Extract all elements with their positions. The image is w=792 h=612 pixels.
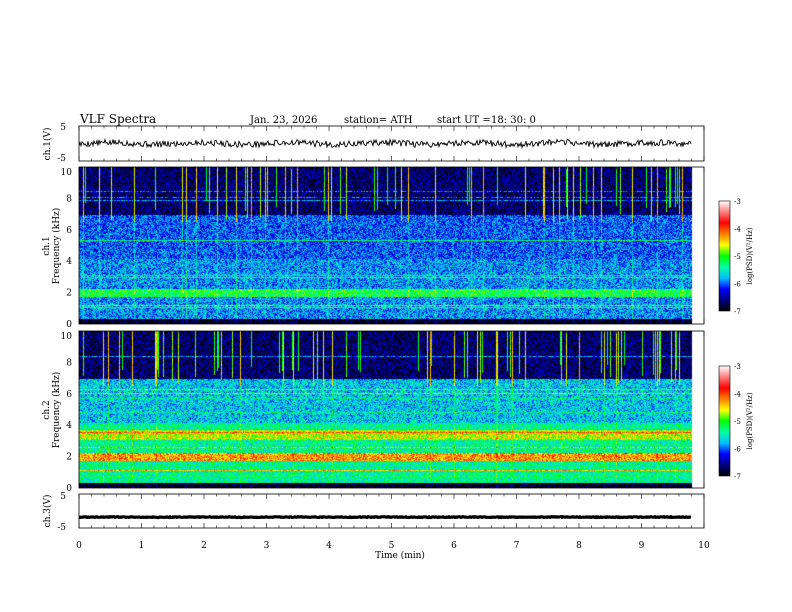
ch1-spectrogram-channel-label: ch.1 bbox=[42, 236, 52, 255]
ch2-spectrogram-area bbox=[79, 331, 704, 488]
ch2-colorbar: -3 -4 -5 -6 -7 log(PSD)(V²/Hz) bbox=[718, 363, 754, 481]
station-label: station= ATH bbox=[344, 115, 413, 126]
ch2-cb-tick-m4: -4 bbox=[734, 391, 741, 399]
ch2-colorbar-ticks: -3 -4 -5 -6 -7 bbox=[734, 363, 741, 481]
ch2-cb-tick-m7: -7 bbox=[734, 473, 741, 481]
x-axis-tick-labels: 0 1 2 3 4 5 6 7 8 9 10 bbox=[76, 541, 710, 551]
ch1-spectrogram-panel: 0 2 4 6 8 10 ch.1 Frequency (kHz) bbox=[42, 166, 705, 330]
ch1-ytick-top: 5 bbox=[60, 123, 66, 133]
xtick-0: 0 bbox=[76, 541, 82, 551]
ch1-ytick-0: 0 bbox=[66, 320, 72, 330]
ch2-ytick-2: 2 bbox=[66, 453, 72, 463]
ch2-frequency-ticks: 0 2 4 6 8 10 bbox=[61, 332, 73, 494]
ch3-ytick-top: 5 bbox=[60, 492, 66, 502]
ch3-waveform-ylabel: ch.3(V) bbox=[42, 495, 53, 528]
chart-title: VLF Spectra bbox=[79, 112, 156, 126]
ch1-cb-tick-m6: -6 bbox=[734, 281, 741, 289]
ch1-waveform-line bbox=[78, 137, 692, 150]
ch1-colorbar-gradient bbox=[718, 200, 731, 312]
ch1-colorbar-ticks: -3 -4 -5 -6 -7 bbox=[734, 198, 741, 316]
ch2-ytick-4: 4 bbox=[66, 421, 72, 431]
ch1-spectrogram-canvas bbox=[79, 167, 704, 324]
ch3-waveform-frame bbox=[78, 493, 705, 529]
ch1-waveform-ticks bbox=[78, 126, 705, 161]
xtick-3: 3 bbox=[264, 541, 270, 551]
xtick-4: 4 bbox=[326, 541, 332, 551]
ch2-colorbar-label: log(PSD)(V²/Hz) bbox=[746, 392, 754, 449]
ch3-ytick-bottom: -5 bbox=[57, 523, 66, 533]
date-label: Jan. 23, 2026 bbox=[249, 115, 317, 126]
ch1-cb-tick-m7: -7 bbox=[734, 308, 741, 316]
ch2-ytick-6: 6 bbox=[66, 390, 72, 400]
ch2-spectrogram-canvas bbox=[79, 331, 704, 488]
ch1-waveform-panel: 5 -5 ch.1(V) bbox=[42, 123, 705, 164]
ch2-cb-tick-m6: -6 bbox=[734, 446, 741, 454]
ch1-colorbar-label: log(PSD)(V²/Hz) bbox=[746, 227, 754, 284]
ch2-ytick-10: 10 bbox=[61, 332, 73, 342]
ch1-colorbar: -3 -4 -5 -6 -7 log(PSD)(V²/Hz) bbox=[718, 198, 754, 316]
ch3-waveform-panel: 5 -5 ch.3(V) bbox=[42, 492, 705, 533]
ch1-ytick-4: 4 bbox=[66, 257, 72, 267]
ch1-cb-tick-m3: -3 bbox=[734, 198, 741, 206]
ch1-frequency-ticks: 0 2 4 6 8 10 bbox=[61, 168, 73, 330]
start-label: start UT = bbox=[437, 115, 491, 126]
x-axis-label: Time (min) bbox=[375, 550, 425, 561]
ch1-ytick-10: 10 bbox=[61, 168, 73, 178]
ch1-ytick-2: 2 bbox=[66, 289, 72, 299]
ch1-waveform-ylabel: ch.1(V) bbox=[42, 128, 53, 161]
ch1-ytick-8: 8 bbox=[66, 194, 72, 204]
ch1-ytick-bottom: -5 bbox=[57, 154, 66, 164]
ch2-spectrogram-channel-label: ch.2 bbox=[42, 400, 52, 419]
xtick-2: 2 bbox=[201, 541, 207, 551]
ch1-spectrogram-ticks bbox=[78, 167, 705, 324]
start-time: 18: 30: 0 bbox=[491, 115, 536, 126]
xtick-6: 6 bbox=[451, 541, 457, 551]
xtick-8: 8 bbox=[576, 541, 582, 551]
ch1-spectrogram-ylabel: Frequency (kHz) bbox=[51, 208, 62, 285]
ch1-ytick-6: 6 bbox=[66, 226, 72, 236]
ch2-ytick-0: 0 bbox=[66, 484, 72, 494]
ch2-spectrogram-panel: 0 2 4 6 8 10 ch.2 Frequency (kHz) bbox=[42, 330, 705, 494]
xtick-9: 9 bbox=[639, 541, 645, 551]
ch2-spectrogram-ticks bbox=[78, 331, 705, 488]
ch1-cb-tick-m4: -4 bbox=[734, 226, 741, 234]
ch1-spectrogram-area bbox=[79, 167, 704, 324]
xtick-1: 1 bbox=[139, 541, 145, 551]
ch2-colorbar-gradient bbox=[718, 365, 731, 477]
xtick-7: 7 bbox=[514, 541, 520, 551]
ch1-cb-tick-m5: -5 bbox=[734, 253, 741, 261]
ch3-waveform-line bbox=[78, 514, 692, 520]
xtick-5: 5 bbox=[389, 541, 395, 551]
ch2-cb-tick-m5: -5 bbox=[734, 418, 741, 426]
ch2-spectrogram-ylabel: Frequency (kHz) bbox=[51, 372, 62, 449]
ch2-ytick-8: 8 bbox=[66, 358, 72, 368]
ch2-cb-tick-m3: -3 bbox=[734, 363, 741, 371]
ch3-waveform-ticks bbox=[78, 494, 705, 528]
xtick-10: 10 bbox=[698, 541, 710, 551]
